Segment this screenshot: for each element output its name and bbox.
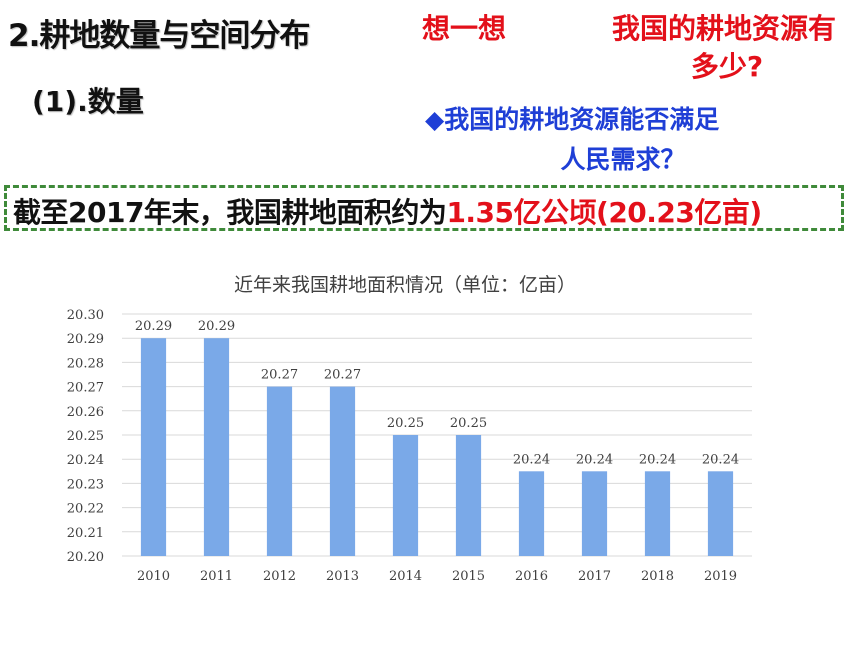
data-label: 20.27 (261, 368, 298, 383)
bar-2019 (707, 471, 734, 556)
x-tick-label: 2016 (515, 569, 548, 584)
y-tick-label: 20.22 (67, 502, 104, 517)
think-prompt: 想一想 我国的耕地资源有 多少? (422, 10, 842, 83)
data-label: 20.24 (513, 452, 550, 467)
bar-2014 (392, 435, 419, 556)
x-tick-label: 2018 (641, 569, 674, 584)
slide-heading: 2.耕地数量与空间分布 (8, 18, 310, 54)
x-tick-label: 2014 (389, 569, 422, 584)
x-tick-label: 2019 (704, 569, 737, 584)
bar-2012 (266, 386, 293, 556)
y-tick-label: 20.29 (67, 332, 104, 347)
data-label: 20.24 (576, 452, 613, 467)
y-tick-label: 20.30 (67, 308, 104, 323)
y-tick-label: 20.26 (67, 405, 104, 420)
question-block: ◆我国的耕地资源能否满足 人民需求？ (425, 100, 825, 180)
bar-2013 (329, 386, 356, 556)
y-tick-label: 20.28 (67, 356, 104, 371)
fact-box: 截至2017年末，我国耕地面积约为1.35亿公顷(20.23亿亩) (4, 185, 844, 231)
fact-text: 截至2017年末，我国耕地面积约为1.35亿公顷(20.23亿亩) (13, 192, 762, 229)
fact-highlight: 1.35亿公顷(20.23亿亩) (446, 196, 762, 229)
think-question-line1: 我国的耕地资源有 (612, 12, 837, 45)
question-line1: 我国的耕地资源能否满足 (444, 105, 720, 134)
think-label: 想一想 (422, 12, 507, 45)
y-tick-label: 20.23 (67, 477, 104, 492)
data-label: 20.25 (387, 416, 424, 431)
bar-chart: 近年来我国耕地面积情况（单位：亿亩） 20.30 20.29 20.28 20.27 2… (67, 274, 752, 584)
data-label: 20.25 (450, 416, 487, 431)
bar-2017 (581, 471, 608, 556)
data-label: 20.24 (639, 452, 676, 467)
data-label: 20.29 (198, 319, 235, 334)
data-label: 20.24 (702, 452, 739, 467)
y-tick-label: 20.25 (67, 429, 104, 444)
x-tick-label: 2011 (200, 569, 233, 584)
y-tick-label: 20.27 (67, 381, 104, 396)
bar-2015 (455, 435, 482, 556)
bar-2010 (140, 338, 167, 556)
x-tick-label: 2012 (263, 569, 296, 584)
think-question-line2: 多少? (690, 50, 764, 83)
data-label: 20.27 (324, 368, 361, 383)
chart-title: 近年来我国耕地面积情况（单位：亿亩） (234, 274, 576, 296)
bar-2018 (644, 471, 671, 556)
x-tick-label: 2013 (326, 569, 359, 584)
x-tick-label: 2017 (578, 569, 611, 584)
y-tick-label: 20.20 (67, 550, 104, 565)
question-line2: 人民需求？ (560, 145, 686, 174)
bar-2011 (203, 338, 230, 556)
x-tick-label: 2010 (137, 569, 170, 584)
bar-2016 (518, 471, 545, 556)
slide-subheading: (1).数量 (32, 85, 144, 118)
fact-prefix: 截至2017年末，我国耕地面积约为 (13, 196, 447, 229)
data-label: 20.29 (135, 319, 172, 334)
x-tick-label: 2015 (452, 569, 485, 584)
y-tick-label: 20.21 (67, 526, 104, 541)
y-tick-label: 20.24 (67, 453, 104, 468)
diamond-bullet-icon: ◆ (425, 105, 445, 134)
